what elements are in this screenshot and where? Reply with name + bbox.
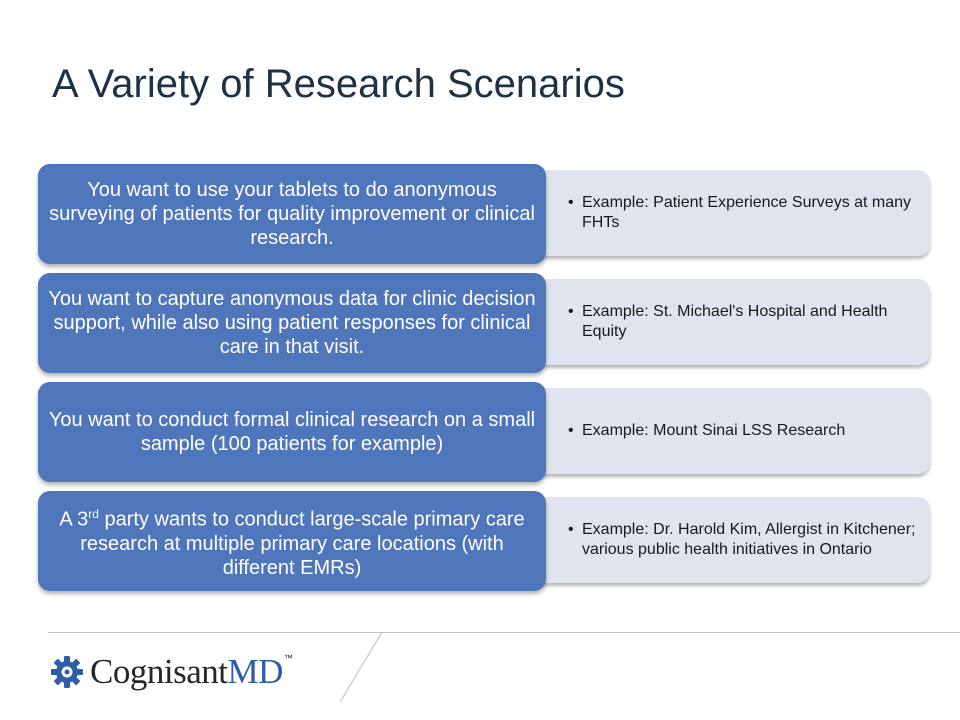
scenario-box-1: You want to use your tablets to do anony…	[38, 164, 546, 264]
scenario-text-part: A 3	[59, 508, 89, 531]
scenario-text: You want to conduct formal clinical rese…	[48, 409, 536, 455]
bullet-icon: •	[568, 422, 574, 439]
trademark-symbol: ™	[283, 653, 293, 663]
example-list-3: • Example: Mount Sinai LSS Research	[568, 388, 916, 474]
example-text: Example: Patient Experience Surveys at m…	[582, 194, 912, 231]
example-text: Example: St. Michael's Hospital and Heal…	[582, 303, 888, 340]
footer-divider-left	[48, 632, 382, 633]
scenario-text: You want to use your tablets to do anony…	[49, 179, 535, 249]
example-box-3: • Example: Mount Sinai LSS Research	[520, 388, 930, 474]
example-box-2: • Example: St. Michael's Hospital and He…	[520, 279, 930, 365]
logo-text-cognisant: Cognisant	[90, 652, 228, 691]
example-list-1: • Example: Patient Experience Surveys at…	[568, 170, 916, 256]
example-item: • Example: St. Michael's Hospital and He…	[568, 302, 916, 342]
footer-divider-slash	[339, 632, 383, 702]
example-text: Example: Dr. Harold Kim, Allergist in Ki…	[582, 521, 916, 558]
scenario-box-4: A 3rd party wants to conduct large-scale…	[38, 491, 546, 591]
example-item: • Example: Patient Experience Surveys at…	[568, 193, 916, 233]
scenario-row-3: • Example: Mount Sinai LSS Research You …	[0, 382, 960, 482]
bullet-icon: •	[568, 303, 574, 320]
example-box-1: • Example: Patient Experience Surveys at…	[520, 170, 930, 256]
gear-icon	[51, 656, 83, 688]
scenario-row-1: • Example: Patient Experience Surveys at…	[0, 164, 960, 264]
example-item: • Example: Dr. Harold Kim, Allergist in …	[568, 520, 916, 560]
example-text: Example: Mount Sinai LSS Research	[582, 422, 846, 439]
example-box-4: • Example: Dr. Harold Kim, Allergist in …	[520, 497, 930, 583]
logo-text-md: MD	[227, 652, 283, 691]
scenario-box-3: You want to conduct formal clinical rese…	[38, 382, 546, 482]
scenario-row-4: • Example: Dr. Harold Kim, Allergist in …	[0, 491, 960, 591]
scenario-text-superscript: rd	[88, 507, 99, 522]
slide-title: A Variety of Research Scenarios	[52, 62, 625, 106]
bullet-icon: •	[568, 194, 574, 211]
scenario-text: A 3rd party wants to conduct large-scale…	[48, 502, 536, 580]
scenario-row-2: • Example: St. Michael's Hospital and He…	[0, 273, 960, 373]
example-list-4: • Example: Dr. Harold Kim, Allergist in …	[568, 497, 916, 583]
example-item: • Example: Mount Sinai LSS Research	[568, 421, 916, 441]
logo-wordmark: CognisantMD	[90, 652, 283, 692]
cognisantmd-logo: CognisantMD ™	[50, 650, 293, 694]
scenario-text: You want to capture anonymous data for c…	[48, 288, 536, 358]
scenario-text-part: party wants to conduct large-scale prima…	[80, 508, 525, 579]
example-list-2: • Example: St. Michael's Hospital and He…	[568, 279, 916, 365]
footer-divider-right	[382, 632, 960, 633]
scenario-box-2: You want to capture anonymous data for c…	[38, 273, 546, 373]
bullet-icon: •	[568, 521, 574, 538]
